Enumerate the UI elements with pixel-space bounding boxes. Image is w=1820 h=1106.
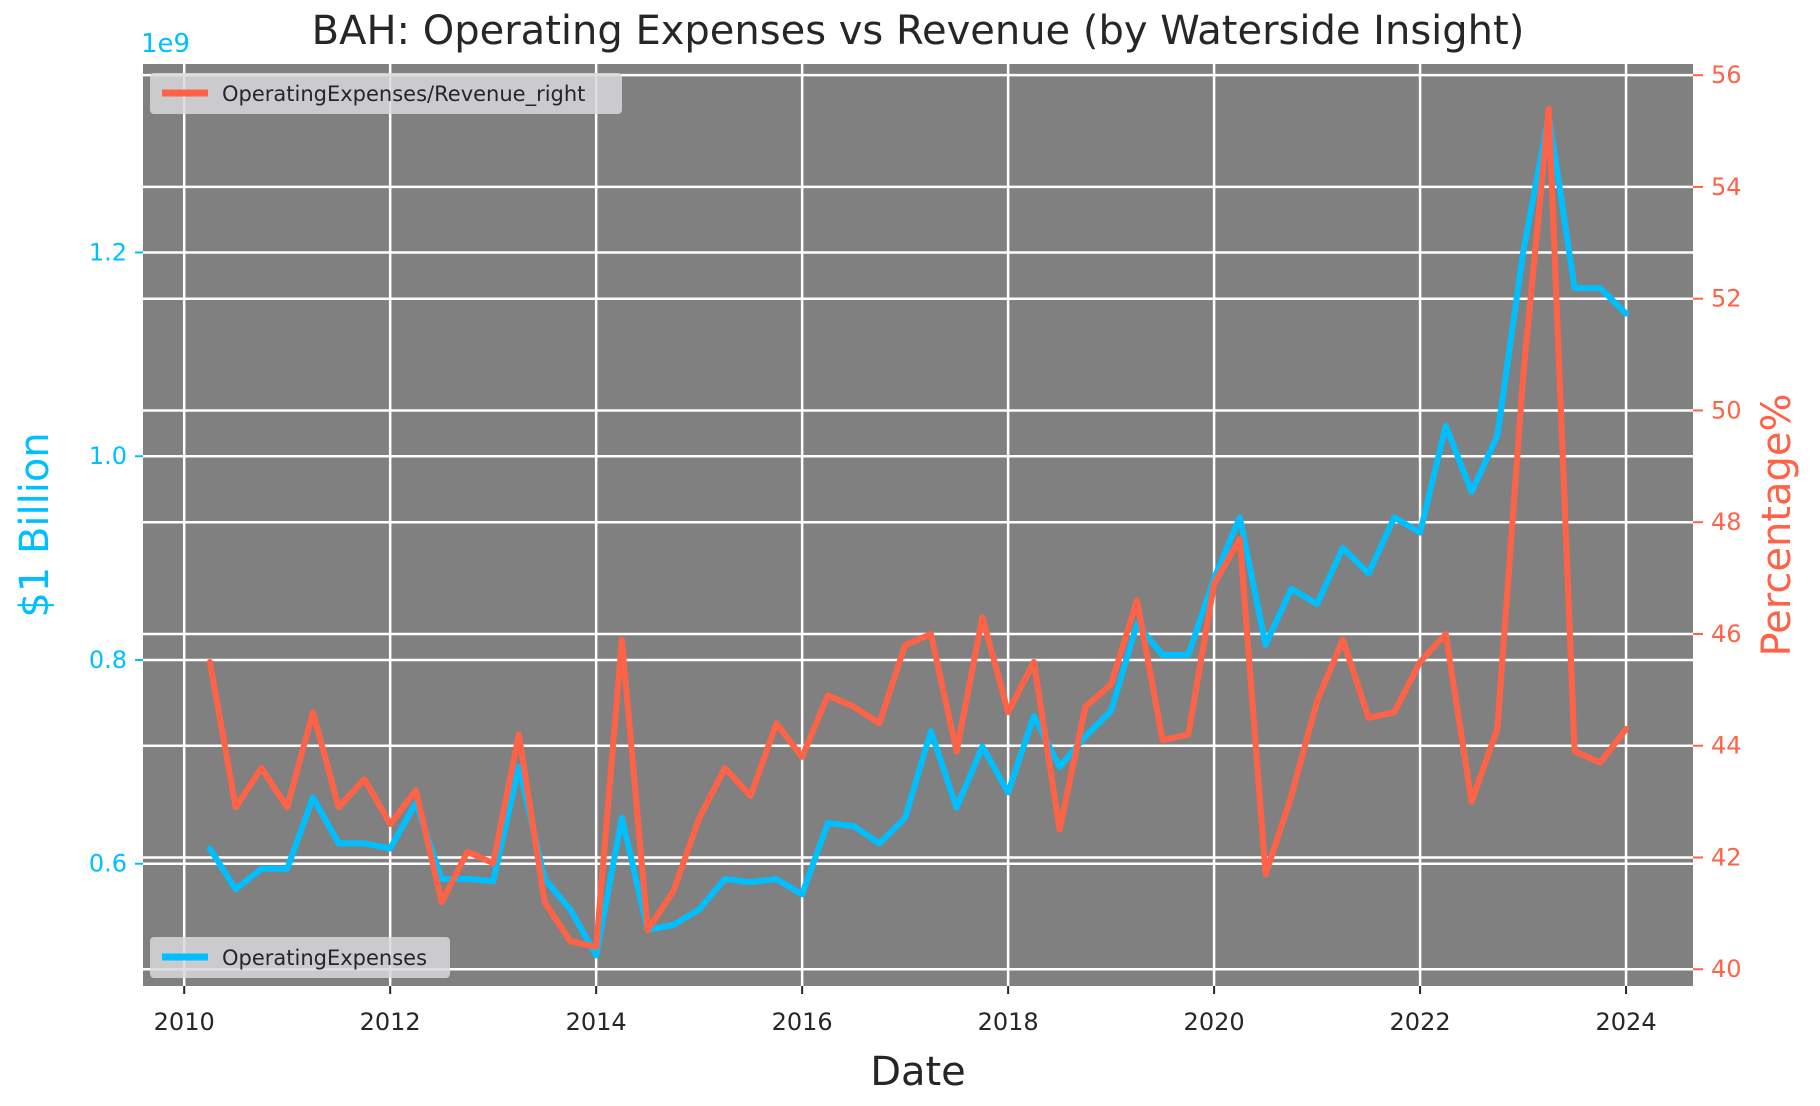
y-left-tick-label: 0.8 [89, 646, 127, 674]
legend-right-box [150, 73, 622, 114]
legend-left-label: OperatingExpenses [222, 946, 427, 970]
x-tick-label: 2022 [1390, 1008, 1451, 1036]
y-right-tick-label: 54 [1711, 173, 1742, 201]
chart-title: BAH: Operating Expenses vs Revenue (by W… [312, 8, 1525, 54]
y-right-tick-label: 52 [1711, 285, 1742, 313]
y-right-tick-label: 40 [1711, 955, 1742, 983]
y-right-tick-label: 46 [1711, 620, 1742, 648]
y-left-tick-label: 1.0 [89, 442, 127, 470]
series-group [206, 105, 1630, 959]
x-tick-label: 2014 [566, 1008, 627, 1036]
legend-left: OperatingExpenses [150, 937, 450, 978]
x-tick-label: 2012 [360, 1008, 421, 1036]
legend-right: OperatingExpenses/Revenue_right [150, 73, 622, 114]
x-tick-label: 2020 [1184, 1008, 1245, 1036]
series-line-operating-expenses [206, 111, 1630, 959]
y-right-tick-label: 50 [1711, 396, 1742, 424]
y-axis-left-multiplier: 1e9 [141, 29, 190, 59]
x-axis-label: Date [870, 1049, 966, 1095]
y-axis-left: 0.6 0.8 1.0 1.2 [89, 238, 143, 878]
y-axis-left-label: $1 Billion [12, 432, 58, 617]
y-left-tick-label: 0.6 [89, 850, 127, 878]
x-tick-label: 2018 [978, 1008, 1039, 1036]
y-axis-right: 40 42 44 46 48 50 52 54 56 [1693, 61, 1742, 983]
legend-right-label: OperatingExpenses/Revenue_right [222, 82, 585, 107]
grid [143, 64, 1693, 986]
legend-left-box [150, 937, 450, 978]
x-axis: 2010 2012 2014 2016 2018 2020 2022 2024 [154, 986, 1657, 1036]
y-right-tick-label: 48 [1711, 508, 1742, 536]
y-left-tick-label: 1.2 [89, 238, 127, 266]
x-tick-label: 2010 [154, 1008, 215, 1036]
y-right-tick-label: 42 [1711, 843, 1742, 871]
series-line-operating-expenses-revenue-ratio [206, 105, 1630, 950]
x-tick-label: 2024 [1596, 1008, 1657, 1036]
y-axis-right-label: Percentage% [1754, 393, 1800, 656]
y-right-tick-label: 44 [1711, 732, 1742, 760]
x-tick-label: 2016 [772, 1008, 833, 1036]
y-right-tick-label: 56 [1711, 61, 1742, 89]
